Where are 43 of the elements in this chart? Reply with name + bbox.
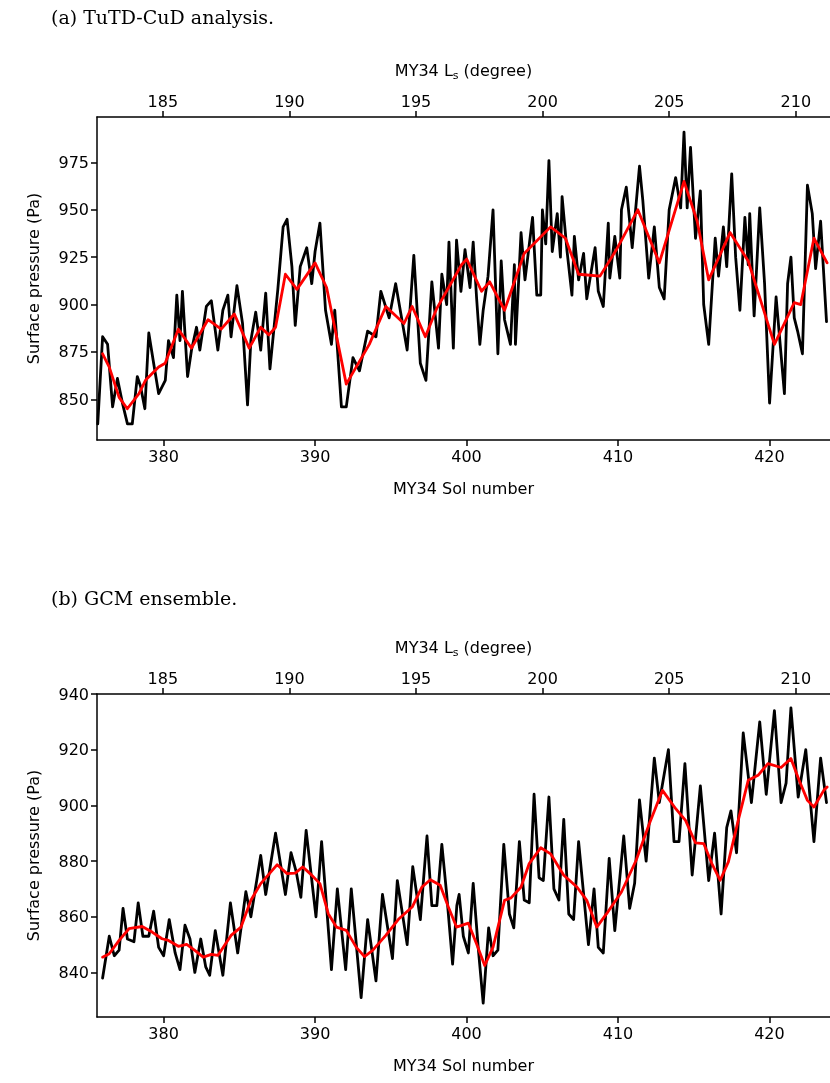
y-tick-label: 840 — [58, 962, 89, 982]
x-tick-label: 390 — [299, 446, 331, 466]
x-tick-label: 390 — [299, 1023, 331, 1043]
x-tick-label: 420 — [754, 446, 785, 466]
y-tick-label: 950 — [58, 200, 89, 220]
chart-title: (b) GCM ensemble. — [51, 586, 238, 609]
line-series — [101, 706, 828, 1005]
x2-tick-label: 205 — [653, 668, 685, 688]
x-axis-title: MY34 Sol number — [393, 478, 535, 498]
y-tick-label: 900 — [58, 795, 89, 815]
line-series — [101, 180, 829, 411]
x2-tick-label: 195 — [400, 668, 432, 688]
x2-tick-label: 190 — [274, 668, 305, 688]
x2-tick-label: 195 — [400, 91, 432, 111]
line-series — [101, 757, 829, 967]
y-tick-label: 850 — [58, 389, 89, 409]
x-tick-label: 400 — [451, 446, 482, 466]
x-tick-label: 420 — [754, 1023, 785, 1043]
x2-tick-label: 190 — [274, 91, 305, 111]
x2-tick-label: 200 — [527, 668, 558, 688]
y-tick-label: 880 — [58, 851, 89, 871]
x2-tick-label: 200 — [527, 91, 558, 111]
y-tick-label: 920 — [58, 740, 89, 760]
y-tick-label: 900 — [58, 295, 89, 315]
x2-tick-label: 185 — [147, 91, 179, 111]
x-tick-label: 400 — [451, 1023, 482, 1043]
y-tick-label: 860 — [58, 907, 89, 927]
y-tick-label: 875 — [58, 342, 89, 362]
x2-tick-label: 185 — [147, 668, 179, 688]
chart-title: (a) TuTD-CuD analysis. — [51, 5, 275, 28]
y-axis-title: Surface pressure (Pa) — [23, 192, 43, 365]
x-tick-label: 380 — [148, 1023, 179, 1043]
x2-tick-label: 205 — [653, 91, 685, 111]
y-tick-label: 925 — [58, 247, 89, 267]
y-tick-label: 940 — [58, 684, 89, 704]
y-axis-title: Surface pressure (Pa) — [23, 769, 43, 942]
x-axis-title: MY34 Sol number — [393, 1055, 535, 1075]
x-tick-label: 380 — [148, 446, 179, 466]
y-tick-label: 975 — [58, 152, 89, 172]
x2-tick-label: 210 — [780, 668, 812, 688]
x2-tick-label: 210 — [780, 91, 812, 111]
x-tick-label: 410 — [602, 1023, 634, 1043]
x-tick-label: 410 — [602, 446, 634, 466]
